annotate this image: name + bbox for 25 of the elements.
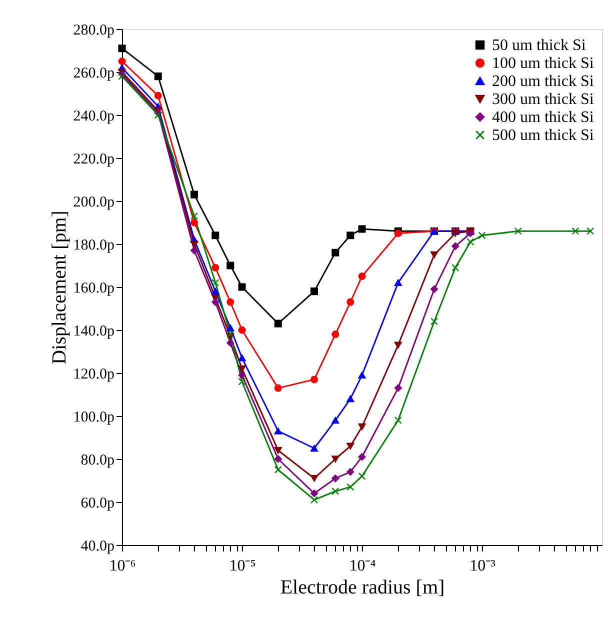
y-tick-label: 280.0p	[73, 22, 114, 38]
y-tick-label: 200.0p	[73, 194, 114, 210]
x-tick-label: 10⁻³	[470, 558, 496, 574]
x-axis-title: Electrode radius [m]	[280, 576, 445, 598]
y-tick-label: 60.0p	[80, 496, 114, 512]
legend-label: 400 um thick Si	[492, 109, 594, 126]
legend-label: 50 um thick Si	[492, 37, 586, 54]
y-axis-title: Displacement [pm]	[48, 210, 70, 364]
x-tick-label: 10⁻⁴	[349, 558, 376, 574]
legend-label: 100 um thick Si	[492, 55, 594, 72]
y-tick-label: 80.0p	[80, 452, 114, 468]
y-tick-label: 260.0p	[73, 66, 114, 82]
y-tick-label: 160.0p	[73, 280, 114, 296]
y-tick-label: 40.0p	[80, 538, 114, 554]
legend-label: 200 um thick Si	[492, 73, 594, 90]
legend-label: 300 um thick Si	[492, 91, 594, 108]
y-tick-label: 240.0p	[73, 108, 114, 124]
y-tick-label: 220.0p	[73, 152, 114, 168]
y-tick-label: 100.0p	[73, 410, 114, 426]
x-tick-label: 10⁻⁵	[229, 558, 256, 574]
legend-label: 500 um thick Si	[492, 127, 594, 144]
y-tick-label: 120.0p	[73, 366, 114, 382]
y-tick-label: 140.0p	[73, 324, 114, 340]
x-tick-label: 10⁻⁶	[109, 558, 136, 574]
y-tick-label: 180.0p	[73, 238, 114, 254]
